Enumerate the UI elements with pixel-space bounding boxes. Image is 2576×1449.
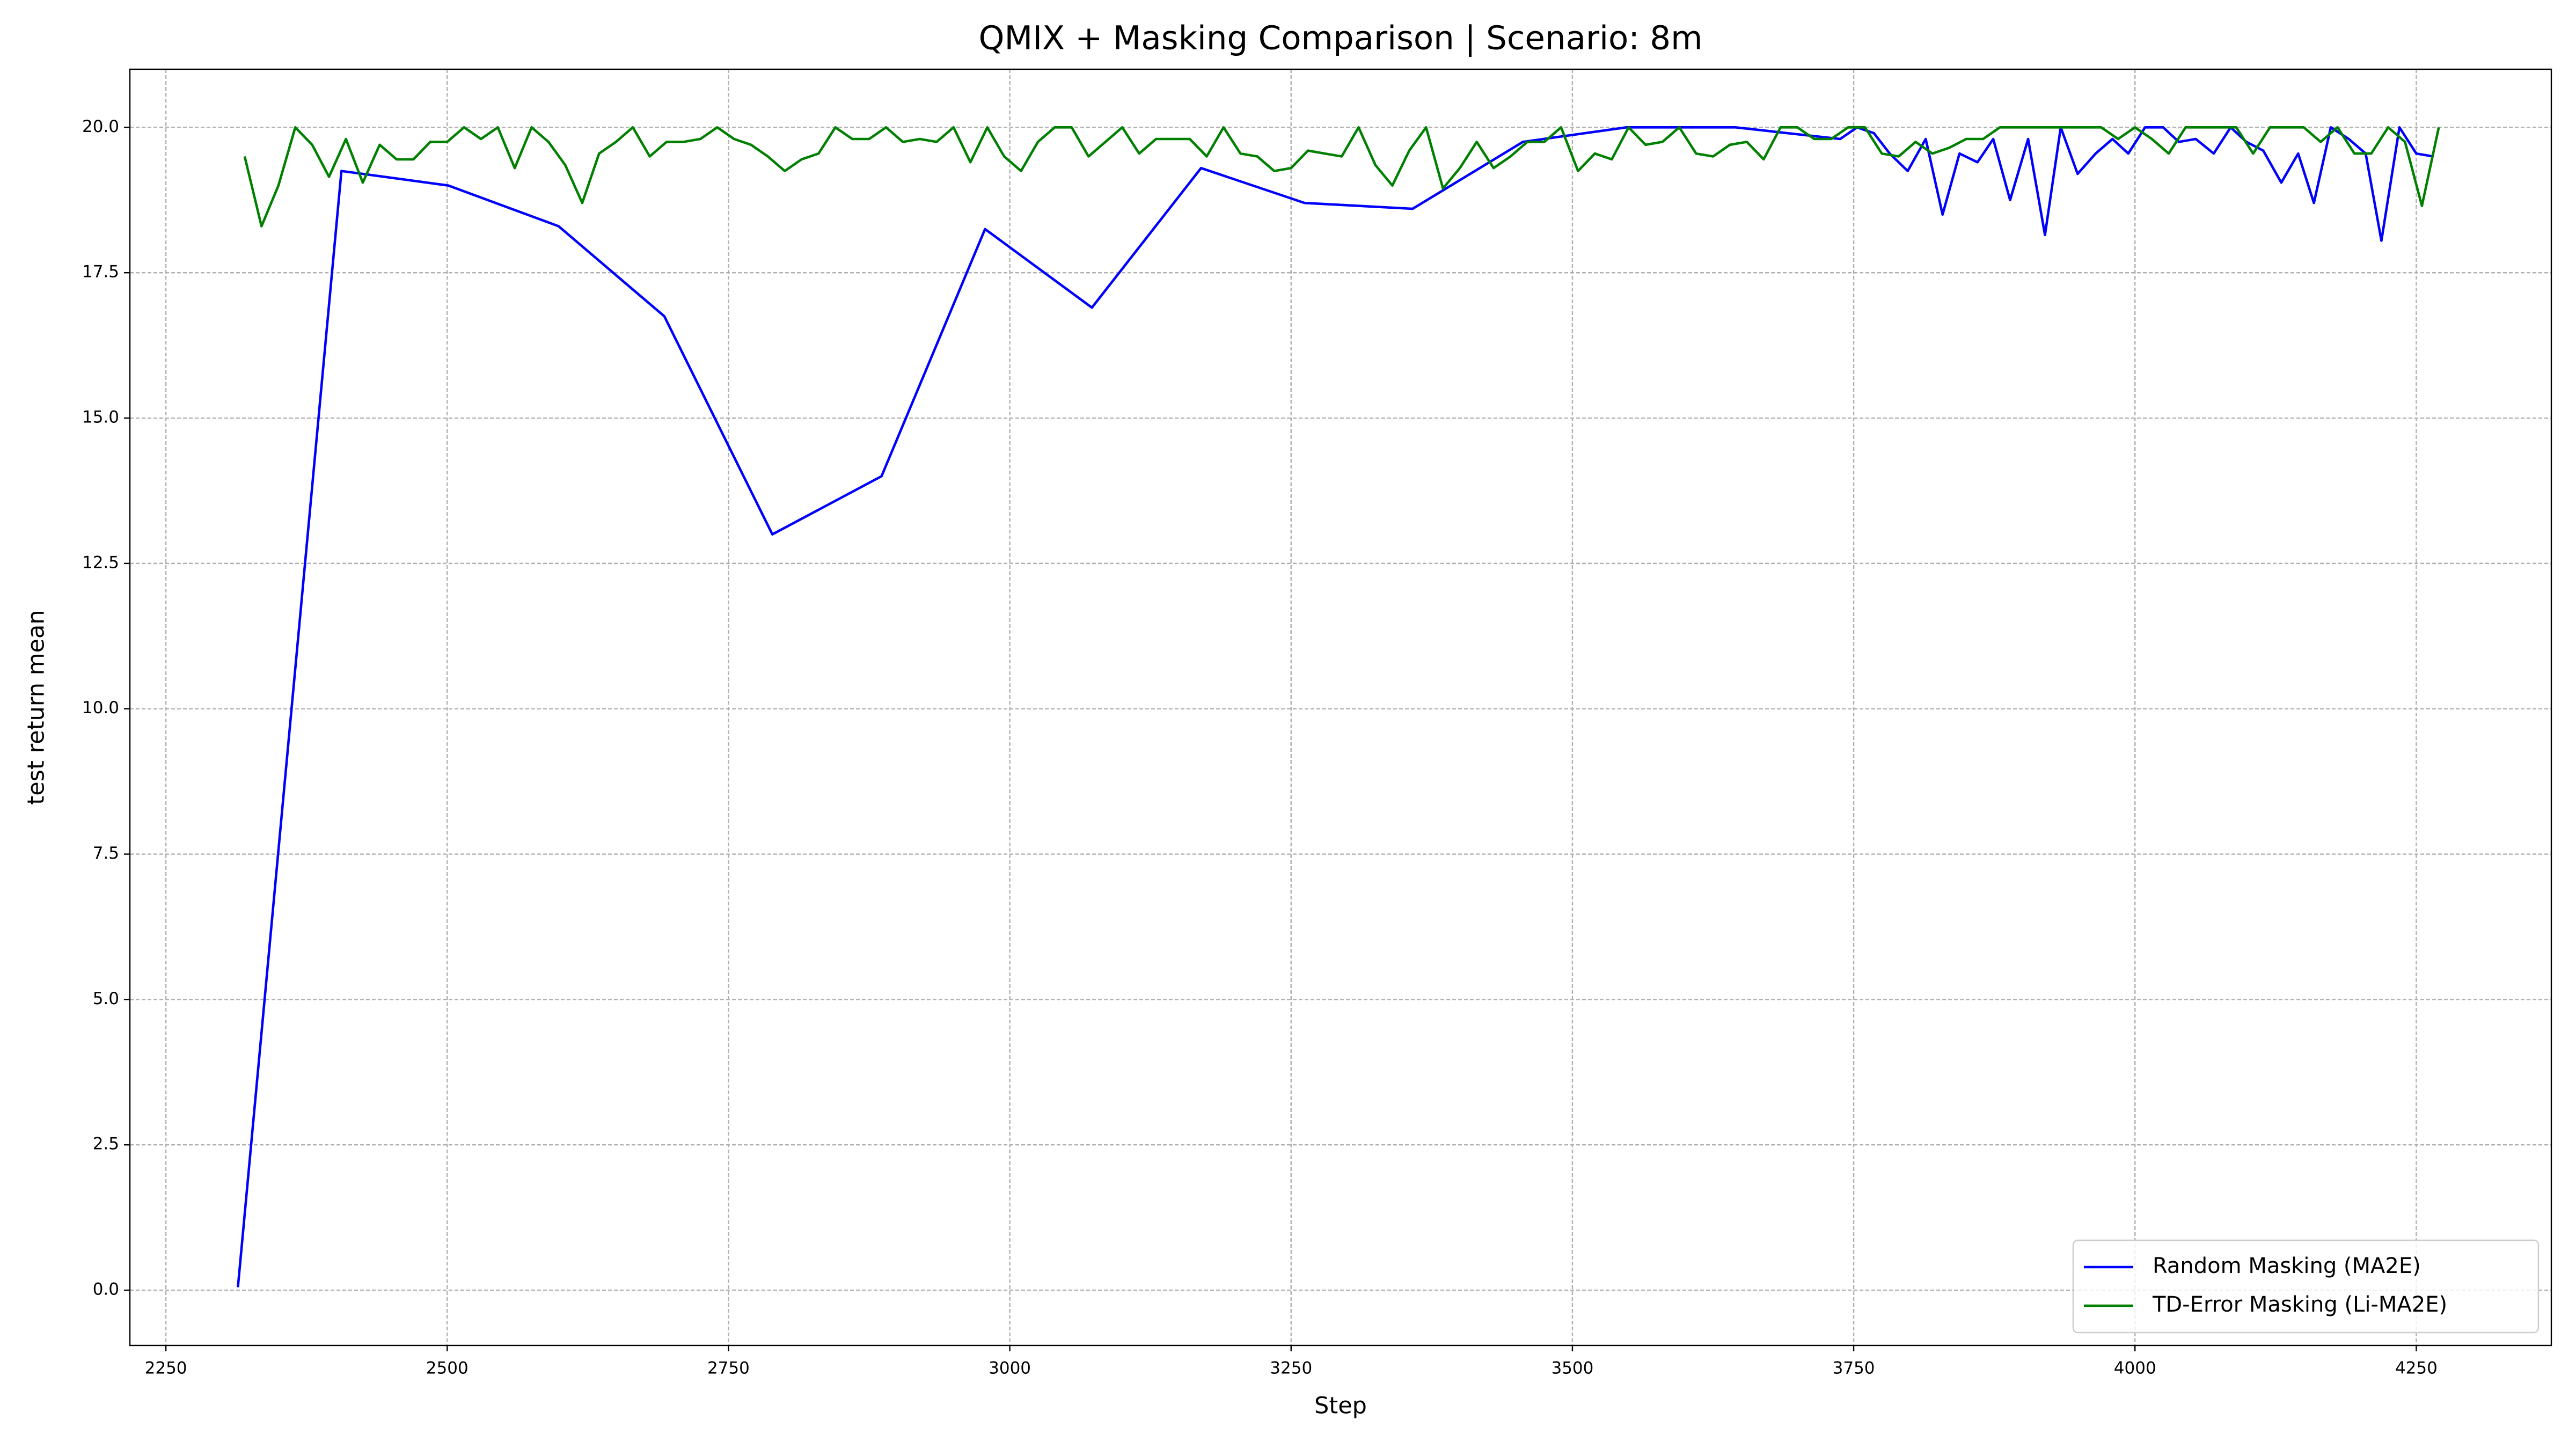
- y-tick-label: 0.0: [93, 1280, 119, 1299]
- x-axis-label: Step: [1314, 1393, 1367, 1419]
- x-tick-label: 2250: [145, 1359, 187, 1378]
- legend-box: [2072, 1239, 2540, 1334]
- legend: Random Masking (MA2E) TD-Error Masking (L…: [2072, 1239, 2540, 1334]
- y-tick-label: 10.0: [82, 698, 119, 718]
- y-tick-label: 2.5: [93, 1135, 119, 1154]
- x-tick-label: 3500: [1551, 1359, 1593, 1378]
- y-tick-label: 15.0: [82, 408, 119, 427]
- grid: [130, 69, 2551, 1345]
- y-axis-label: test return mean: [23, 610, 50, 804]
- y-tick-label: 17.5: [82, 262, 119, 282]
- x-tick-label: 3250: [1270, 1359, 1312, 1378]
- plot-frame: [129, 68, 2552, 1346]
- y-tick-label: 12.5: [82, 553, 119, 572]
- y-tick-label: 7.5: [93, 844, 119, 863]
- x-tick-label: 4000: [2114, 1359, 2156, 1378]
- series-line: [243, 126, 2440, 228]
- legend-label: TD-Error Masking (Li-MA2E): [2152, 1292, 2447, 1317]
- x-tick-label: 2750: [707, 1359, 750, 1378]
- series-line: [237, 126, 2434, 1287]
- x-tick-label: 4250: [2395, 1359, 2438, 1378]
- y-tick-label: 20.0: [82, 117, 119, 136]
- legend-label: Random Masking (MA2E): [2153, 1254, 2421, 1278]
- y-tick-label: 5.0: [93, 989, 119, 1008]
- chart-title: QMIX + Masking Comparison | Scenario: 8m: [978, 19, 1702, 57]
- x-tick-label: 3000: [989, 1359, 1031, 1378]
- x-tick-label: 3750: [1833, 1359, 1875, 1378]
- x-tick-label: 2500: [426, 1359, 469, 1378]
